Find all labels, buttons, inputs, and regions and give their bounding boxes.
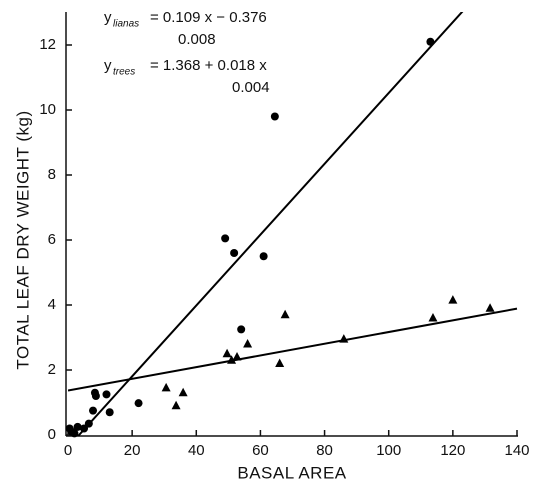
point: [70, 429, 79, 438]
x-axis-label: BASAL AREA: [237, 463, 346, 482]
point: [171, 400, 181, 410]
annotation-y: y: [104, 9, 112, 26]
x-tick-label: 140: [504, 442, 529, 459]
fit-line: [76, 12, 464, 436]
y-tick-label: 12: [39, 36, 56, 53]
point: [222, 348, 232, 358]
point: [91, 392, 100, 400]
point: [134, 399, 143, 408]
point: [280, 309, 290, 319]
annotation-error: 0.004: [232, 79, 270, 96]
fit-lines: [68, 12, 518, 436]
point: [270, 112, 279, 121]
y-axis-label: TOTAL LEAF DRY WEIGHT (kg): [13, 110, 32, 369]
point: [102, 390, 111, 399]
x-tick-label: 20: [124, 442, 141, 459]
annotation-error: 0.008: [178, 31, 216, 48]
point: [232, 352, 242, 361]
y-tick-label: 10: [39, 101, 56, 118]
point: [485, 303, 495, 312]
point: [448, 295, 458, 304]
y-tick-label: 0: [48, 426, 56, 443]
x-tick-label: 100: [376, 442, 401, 459]
point: [80, 424, 89, 433]
point: [230, 249, 239, 257]
point: [89, 406, 98, 415]
annotation-subscript: lianas: [113, 19, 139, 30]
point: [161, 382, 171, 392]
point: [84, 419, 93, 428]
x-tick-label: 60: [252, 442, 269, 459]
point: [275, 358, 285, 367]
point: [426, 37, 435, 46]
point: [237, 325, 246, 334]
x-tick-label: 0: [64, 442, 72, 459]
annotation-y: y: [104, 57, 112, 74]
x-tick-label: 40: [188, 442, 205, 459]
point: [221, 234, 230, 243]
annotation-subscript: trees: [113, 67, 135, 78]
point: [339, 334, 349, 343]
annotation-equation: = 0.109 x − 0.376: [150, 9, 267, 26]
point: [65, 424, 74, 433]
x-tick-label: 80: [316, 442, 333, 459]
y-tick-label: 4: [48, 296, 56, 313]
y-tick-label: 2: [48, 361, 56, 378]
point: [428, 313, 438, 322]
point: [178, 387, 188, 397]
point: [105, 408, 114, 417]
y-tick-label: 8: [48, 166, 56, 183]
x-tick-label: 120: [440, 442, 465, 459]
annotation-equation: = 1.368 + 0.018 x: [150, 57, 267, 74]
point: [259, 252, 268, 261]
point: [227, 355, 237, 364]
point: [243, 339, 253, 348]
point: [73, 422, 82, 431]
fit-line: [68, 307, 518, 392]
y-tick-label: 6: [48, 231, 56, 248]
